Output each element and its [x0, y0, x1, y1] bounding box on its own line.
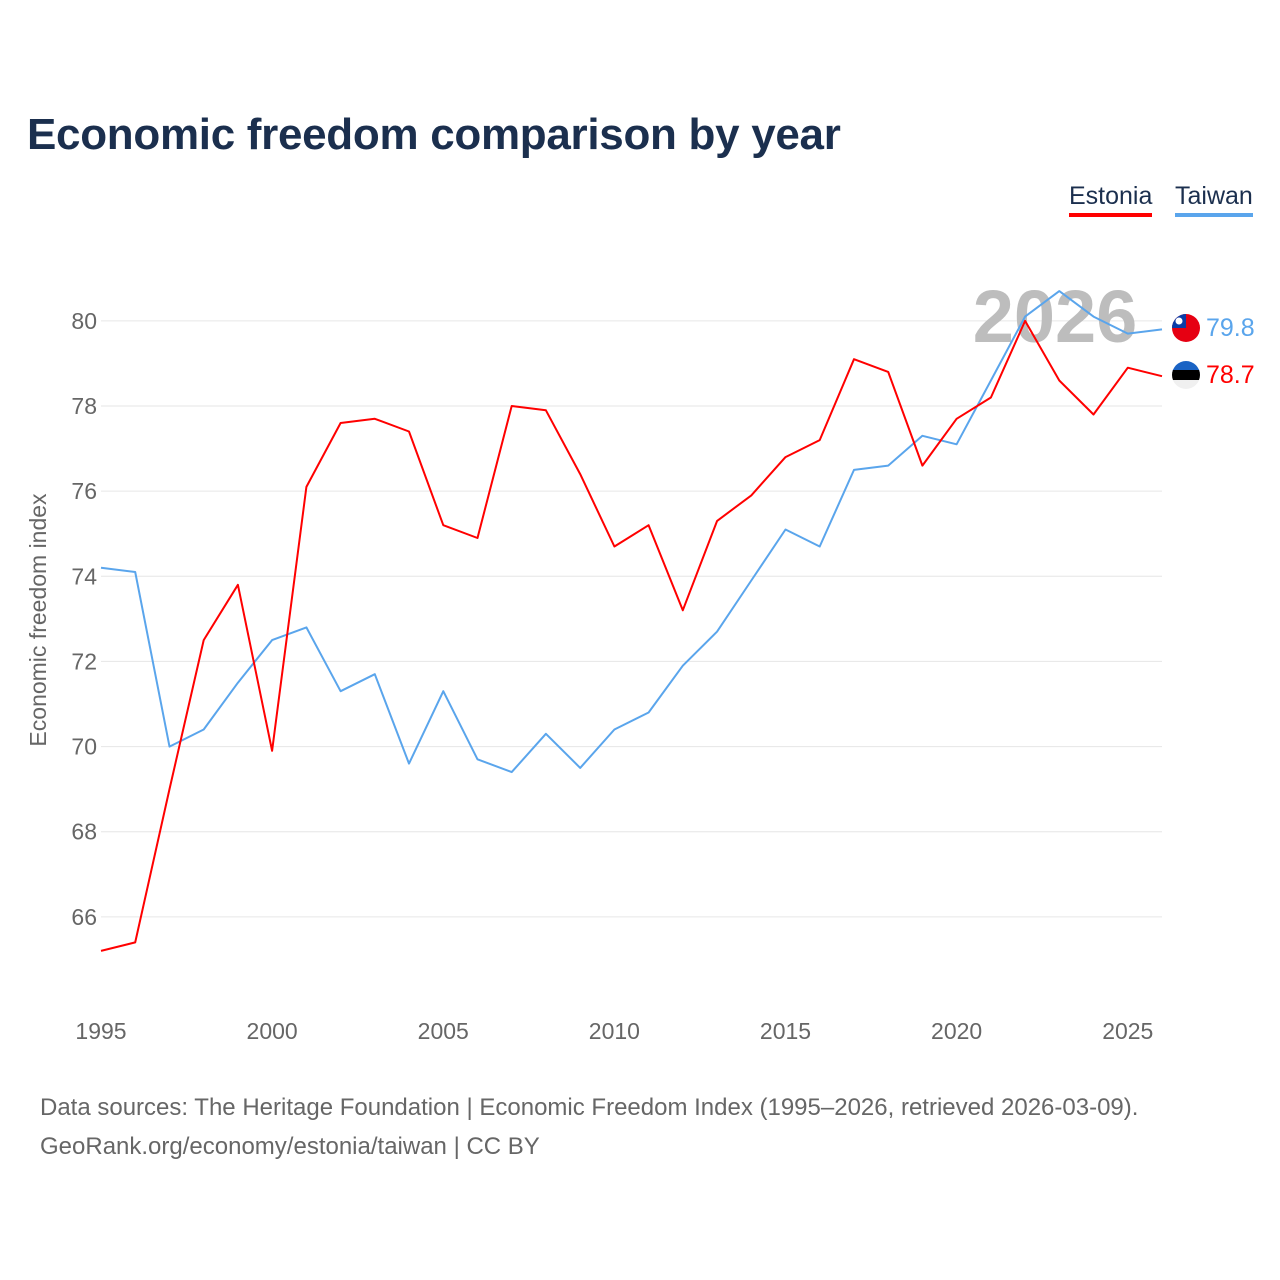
y-tick-label: 68: [71, 819, 97, 845]
x-tick-label: 2020: [931, 1018, 982, 1044]
estonia-end-value: 78.7: [1206, 361, 1255, 389]
x-tick-label: 2005: [418, 1018, 469, 1044]
y-tick-label: 74: [71, 563, 97, 589]
y-tick-label: 76: [71, 478, 97, 504]
series-line-estonia: [100, 319, 1163, 952]
y-tick-label: 80: [71, 308, 97, 334]
footer: Data sources: The Heritage Foundation | …: [40, 1088, 1138, 1166]
x-tick-label: 1995: [75, 1018, 126, 1044]
y-tick-label: 66: [71, 904, 97, 930]
taiwan-end-value: 79.8: [1206, 314, 1255, 342]
y-tick-label: 78: [71, 393, 97, 419]
y-tick-label: 72: [71, 648, 97, 674]
legend-taiwan[interactable]: Taiwan: [1175, 182, 1253, 217]
source-text: Data sources: The Heritage Foundation | …: [40, 1094, 1139, 1121]
taiwan-flag-icon: [1172, 314, 1200, 342]
x-tick-label: 2000: [247, 1018, 298, 1044]
attribution-link[interactable]: GeoRank.org/economy/estonia/taiwan | CC …: [40, 1133, 540, 1160]
x-tick-label: 2025: [1102, 1018, 1153, 1044]
x-tick-label: 2015: [760, 1018, 811, 1044]
current-year-label: 2026: [973, 275, 1138, 358]
x-tick-label: 2010: [589, 1018, 640, 1044]
estonia-flag-icon: [1172, 361, 1200, 389]
chart-title: Economic freedom comparison by year: [27, 110, 841, 159]
series-line-taiwan: [100, 290, 1163, 774]
y-tick-label: 70: [71, 734, 97, 760]
y-axis-label: Economic freedom index: [25, 493, 51, 747]
legend-estonia[interactable]: Estonia: [1069, 182, 1153, 217]
